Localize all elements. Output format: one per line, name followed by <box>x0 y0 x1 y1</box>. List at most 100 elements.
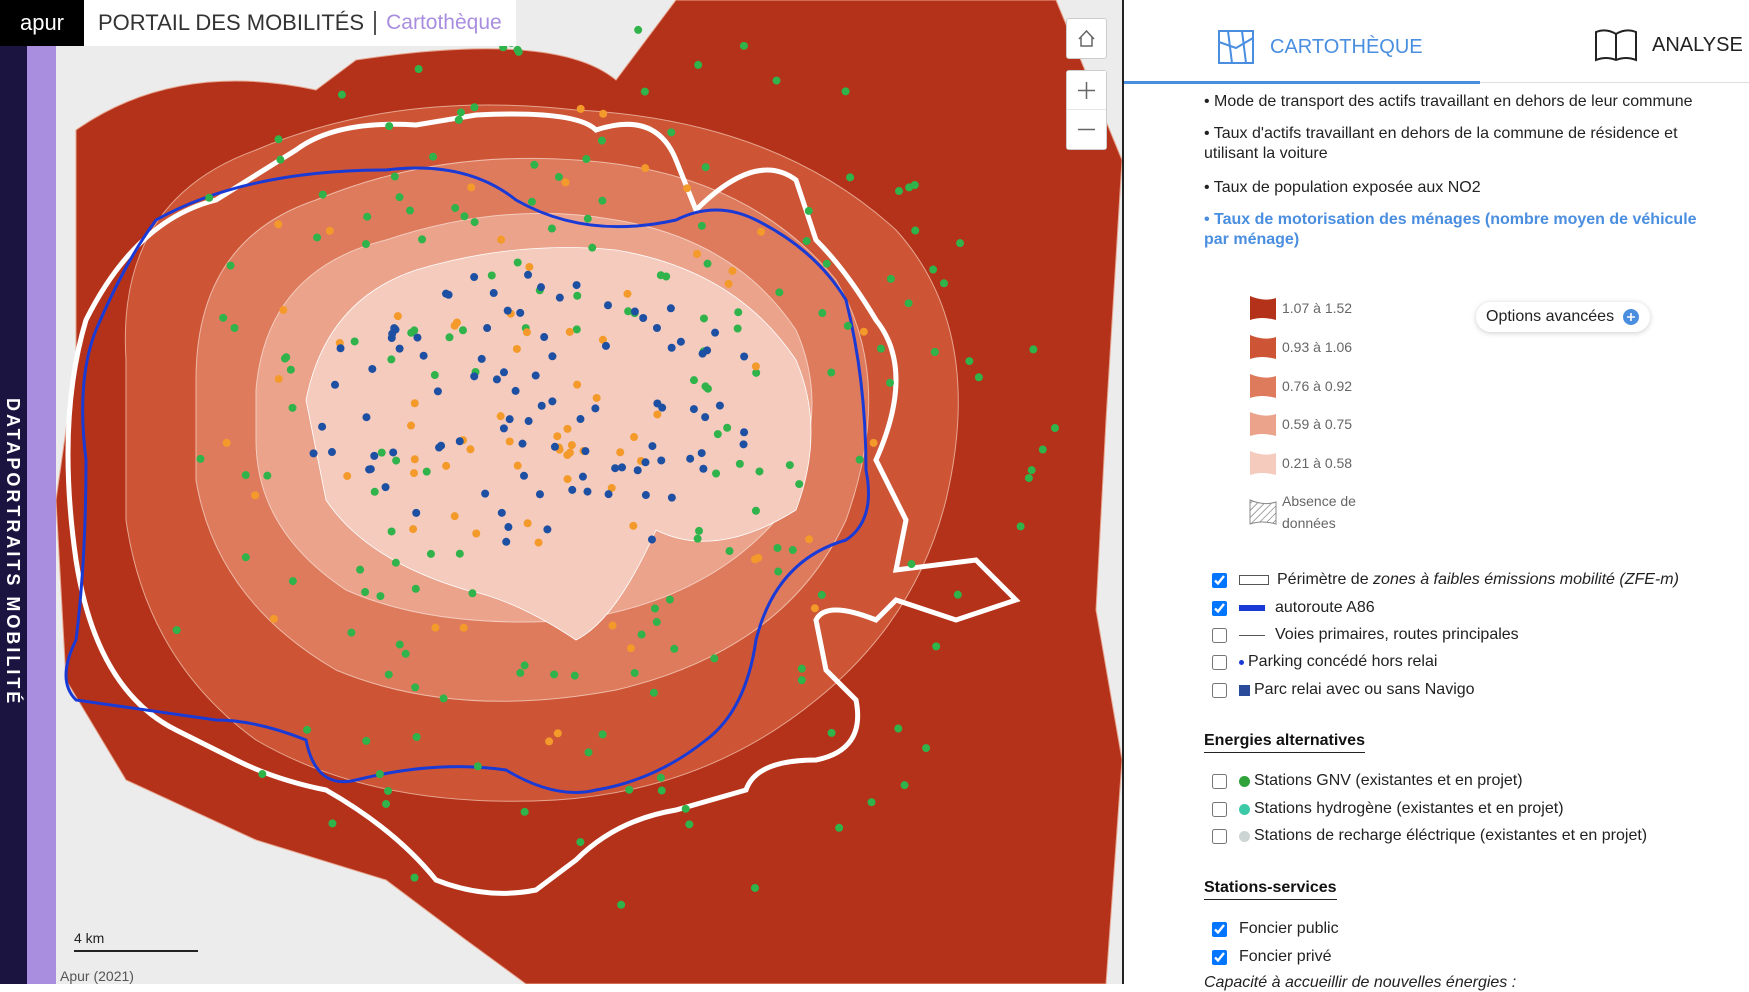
checkbox[interactable] <box>1212 949 1227 965</box>
map-marker[interactable] <box>554 172 563 181</box>
map-marker[interactable] <box>411 584 420 593</box>
map-marker[interactable] <box>411 683 420 692</box>
map-marker[interactable] <box>697 449 706 458</box>
map-marker[interactable] <box>561 178 570 187</box>
map-marker[interactable] <box>401 649 410 658</box>
map-marker[interactable] <box>429 152 438 161</box>
map-marker[interactable] <box>377 448 386 457</box>
map-marker[interactable] <box>630 433 639 442</box>
map-marker[interactable] <box>282 353 291 362</box>
map-marker[interactable] <box>456 108 465 117</box>
map-marker[interactable] <box>598 335 607 344</box>
map-marker[interactable] <box>286 365 295 374</box>
map-marker[interactable] <box>389 448 398 457</box>
map-marker[interactable] <box>876 344 885 353</box>
map-marker[interactable] <box>172 626 181 635</box>
map-marker[interactable] <box>683 184 692 193</box>
map-marker[interactable] <box>418 235 427 244</box>
map-marker[interactable] <box>817 590 826 599</box>
map-marker[interactable] <box>362 413 371 422</box>
map-marker[interactable] <box>527 197 536 206</box>
map-marker[interactable] <box>929 265 938 274</box>
map-marker[interactable] <box>572 281 581 290</box>
map-marker[interactable] <box>639 313 648 322</box>
map-marker[interactable] <box>318 422 327 431</box>
map-marker[interactable] <box>553 432 562 441</box>
map-marker[interactable] <box>395 640 404 649</box>
map-marker[interactable] <box>904 299 913 308</box>
map-marker[interactable] <box>513 461 522 470</box>
map-marker[interactable] <box>516 308 525 317</box>
map-marker[interactable] <box>804 206 813 215</box>
map-marker[interactable] <box>503 306 512 315</box>
map-marker[interactable] <box>548 397 557 406</box>
map-marker[interactable] <box>754 553 763 562</box>
map-marker[interactable] <box>410 455 419 464</box>
map-marker[interactable] <box>723 423 732 432</box>
map-marker[interactable] <box>724 279 733 288</box>
map-marker[interactable] <box>592 393 601 402</box>
map-marker[interactable] <box>496 412 505 421</box>
map-marker[interactable] <box>867 798 876 807</box>
map-marker[interactable] <box>384 786 393 795</box>
map-marker[interactable] <box>653 410 662 419</box>
map-marker[interactable] <box>519 471 528 480</box>
tab-analyse[interactable]: ANALYSE <box>1594 28 1743 62</box>
map-marker[interactable] <box>751 362 760 371</box>
map-marker[interactable] <box>712 469 721 478</box>
map-marker[interactable] <box>251 491 260 500</box>
map-marker[interactable] <box>288 577 297 586</box>
indicator[interactable]: • Taux de motorisation des ménages (nomb… <box>1204 211 1697 248</box>
map-marker[interactable] <box>932 642 941 651</box>
map-marker[interactable] <box>276 155 285 164</box>
map-marker[interactable] <box>414 65 423 74</box>
map-marker[interactable] <box>728 266 737 275</box>
map-marker[interactable] <box>1016 522 1025 531</box>
map-marker[interactable] <box>930 347 939 356</box>
map-marker[interactable] <box>390 172 399 181</box>
checkbox[interactable] <box>1212 627 1227 643</box>
map-marker[interactable] <box>630 307 639 316</box>
map-marker[interactable] <box>518 439 527 448</box>
map-marker[interactable] <box>505 437 514 446</box>
map-marker[interactable] <box>626 644 635 653</box>
map-marker[interactable] <box>241 471 250 480</box>
map-marker[interactable] <box>384 670 393 679</box>
map-marker[interactable] <box>843 321 852 330</box>
map-marker[interactable] <box>725 547 734 556</box>
map-marker[interactable] <box>599 109 608 118</box>
map-marker[interactable] <box>739 41 748 50</box>
map-marker[interactable] <box>802 237 811 246</box>
map-marker[interactable] <box>504 523 513 532</box>
map-marker[interactable] <box>676 337 685 346</box>
map-marker[interactable] <box>392 456 401 465</box>
map-marker[interactable] <box>703 259 712 268</box>
map-marker[interactable] <box>382 799 391 808</box>
map-marker[interactable] <box>734 308 743 317</box>
home-button[interactable] <box>1066 18 1107 59</box>
map-marker[interactable] <box>774 567 783 576</box>
map-marker[interactable] <box>441 289 450 298</box>
map-marker[interactable] <box>274 374 283 383</box>
map-marker[interactable] <box>576 104 585 113</box>
map-marker[interactable] <box>505 415 514 424</box>
map-marker[interactable] <box>656 773 665 782</box>
map-marker[interactable] <box>413 333 422 342</box>
zoom-in[interactable] <box>1067 71 1106 110</box>
map-marker[interactable] <box>611 464 620 473</box>
map-marker[interactable] <box>573 380 582 389</box>
map-marker[interactable] <box>534 538 543 547</box>
map-marker[interactable] <box>366 465 375 474</box>
map-marker[interactable] <box>1024 474 1033 483</box>
map-marker[interactable] <box>667 128 676 137</box>
map-marker[interactable] <box>376 592 385 601</box>
map-marker[interactable] <box>230 323 239 332</box>
map-marker[interactable] <box>470 372 479 381</box>
map-marker[interactable] <box>641 164 650 173</box>
map-marker[interactable] <box>597 136 606 145</box>
map-marker[interactable] <box>492 375 501 384</box>
map-marker[interactable] <box>466 445 475 454</box>
map-marker[interactable] <box>219 313 228 322</box>
map-marker[interactable] <box>313 233 322 242</box>
map-marker[interactable] <box>279 306 288 315</box>
